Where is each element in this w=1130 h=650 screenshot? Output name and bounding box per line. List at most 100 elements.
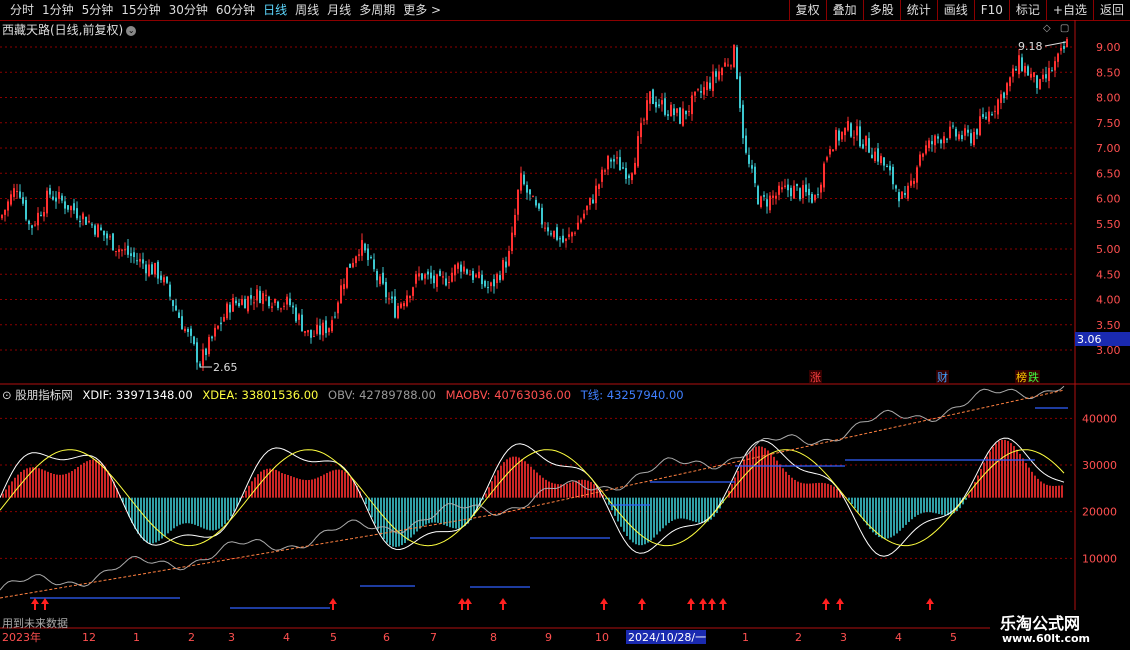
price-tick-label: 3.00 bbox=[1096, 344, 1121, 357]
xdea-readout: XDEA: 33801536.00 bbox=[202, 388, 319, 402]
candle-body bbox=[871, 154, 873, 159]
candle-body bbox=[736, 47, 738, 79]
candle-body bbox=[874, 151, 876, 161]
diamond-icon[interactable]: ◇ bbox=[1043, 23, 1051, 34]
candle-body bbox=[337, 302, 339, 314]
price-tick-label: 5.50 bbox=[1096, 218, 1121, 231]
price-tick-label: 4.50 bbox=[1096, 268, 1121, 281]
toolbar-button-0[interactable]: 复权 bbox=[788, 0, 826, 20]
toolbar-button-4[interactable]: 画线 bbox=[936, 0, 974, 20]
toolbar-button-1[interactable]: 叠加 bbox=[825, 0, 863, 20]
candle-body bbox=[568, 234, 570, 237]
candle-body bbox=[391, 296, 393, 299]
candle-body bbox=[832, 149, 834, 152]
candle-body bbox=[442, 276, 444, 278]
price-tick-label: 6.00 bbox=[1096, 193, 1121, 206]
candle-body bbox=[1030, 73, 1032, 78]
candle-body bbox=[364, 243, 366, 251]
candle-body bbox=[520, 172, 522, 191]
candle-body bbox=[487, 287, 489, 289]
candle-body bbox=[523, 174, 525, 185]
toolbar-button-8[interactable]: 返回 bbox=[1092, 0, 1130, 20]
candle-body bbox=[613, 159, 615, 162]
candle-body bbox=[133, 252, 135, 258]
period-tab-0[interactable]: 分时 bbox=[10, 3, 35, 17]
period-tab-9[interactable]: 多周期 bbox=[359, 3, 396, 17]
time-axis-label: 1 bbox=[742, 631, 749, 644]
candle-body bbox=[334, 316, 336, 318]
toolbar-button-2[interactable]: 多股 bbox=[862, 0, 900, 20]
candle-body bbox=[550, 233, 552, 235]
candle-body bbox=[919, 154, 921, 166]
candle-body bbox=[823, 163, 825, 188]
candle-body bbox=[445, 278, 447, 286]
candle-body bbox=[937, 136, 939, 139]
candle-body bbox=[463, 266, 465, 272]
candle-body bbox=[532, 196, 534, 198]
toolbar: 分时 1分钟 5分钟 15分钟 30分钟 60分钟 日线 周线 月线 多周期 更多 > 复权 叠加 多股… bbox=[0, 0, 1130, 21]
candle-body bbox=[175, 305, 177, 311]
indicator-tick-label: 30000 bbox=[1082, 459, 1117, 472]
candle-body bbox=[382, 272, 384, 284]
period-tab-3[interactable]: 15分钟 bbox=[121, 3, 161, 17]
candle-body bbox=[250, 295, 252, 299]
candle-body bbox=[25, 200, 27, 220]
candle-body bbox=[289, 298, 291, 306]
time-axis-label: 4 bbox=[895, 631, 902, 644]
candle-body bbox=[16, 191, 18, 193]
candle-body bbox=[997, 99, 999, 115]
candle-body bbox=[253, 302, 255, 304]
period-tab-4[interactable]: 30分钟 bbox=[168, 3, 208, 17]
candle-body bbox=[355, 256, 357, 264]
candle-body bbox=[58, 191, 60, 199]
candle-body bbox=[49, 188, 51, 195]
indicator-toggle-icon[interactable]: ⊙ bbox=[2, 388, 16, 402]
candle-body bbox=[472, 270, 474, 280]
buy-arrow-icon bbox=[719, 598, 727, 610]
candle-body bbox=[631, 173, 633, 181]
period-tab-10[interactable]: 更多 > bbox=[403, 3, 442, 17]
candle-body bbox=[139, 258, 141, 262]
candle-body bbox=[820, 184, 822, 193]
time-axis-label: 5 bbox=[950, 631, 957, 644]
candle-body bbox=[703, 87, 705, 95]
candle-body bbox=[730, 65, 732, 67]
candle-body bbox=[571, 232, 573, 237]
window-icon[interactable]: ▢ bbox=[1059, 23, 1070, 34]
candle-body bbox=[667, 114, 669, 116]
candle-body bbox=[37, 212, 39, 226]
candle-body bbox=[772, 195, 774, 198]
toolbar-button-5[interactable]: F10 bbox=[973, 0, 1009, 20]
candle-body bbox=[277, 301, 279, 308]
candle-body bbox=[745, 135, 747, 153]
period-tab-7[interactable]: 周线 bbox=[295, 3, 320, 17]
candle-body bbox=[940, 139, 942, 144]
time-axis-label: 2024/10/28/一 bbox=[628, 631, 706, 644]
period-tab-1[interactable]: 1分钟 bbox=[42, 3, 74, 17]
candle-body bbox=[100, 227, 102, 231]
toolbar-button-6[interactable]: 标记 bbox=[1008, 0, 1046, 20]
candle-body bbox=[763, 195, 765, 197]
candle-body bbox=[880, 155, 882, 164]
candle-body bbox=[145, 264, 147, 274]
toolbar-button-3[interactable]: 统计 bbox=[899, 0, 937, 20]
candle-body bbox=[412, 287, 414, 296]
candle-body bbox=[70, 206, 72, 211]
period-tab-2[interactable]: 5分钟 bbox=[81, 3, 114, 17]
candle-body bbox=[229, 304, 231, 313]
candle-body bbox=[43, 212, 45, 217]
candle-body bbox=[64, 201, 66, 209]
candle-body bbox=[949, 126, 951, 139]
candle-body bbox=[112, 233, 114, 251]
candle-body bbox=[694, 91, 696, 96]
period-tab-5[interactable]: 60分钟 bbox=[215, 3, 256, 17]
toolbar-button-7[interactable]: +自选 bbox=[1045, 0, 1093, 20]
price-tick-label: 4.00 bbox=[1096, 294, 1121, 307]
period-tab-6[interactable]: 日线 bbox=[263, 3, 288, 17]
chevron-down-icon[interactable]: ⌄ bbox=[126, 25, 137, 36]
candle-body bbox=[715, 71, 717, 77]
candle-body bbox=[988, 111, 990, 122]
candle-body bbox=[1018, 55, 1020, 75]
period-tab-8[interactable]: 月线 bbox=[327, 3, 352, 17]
